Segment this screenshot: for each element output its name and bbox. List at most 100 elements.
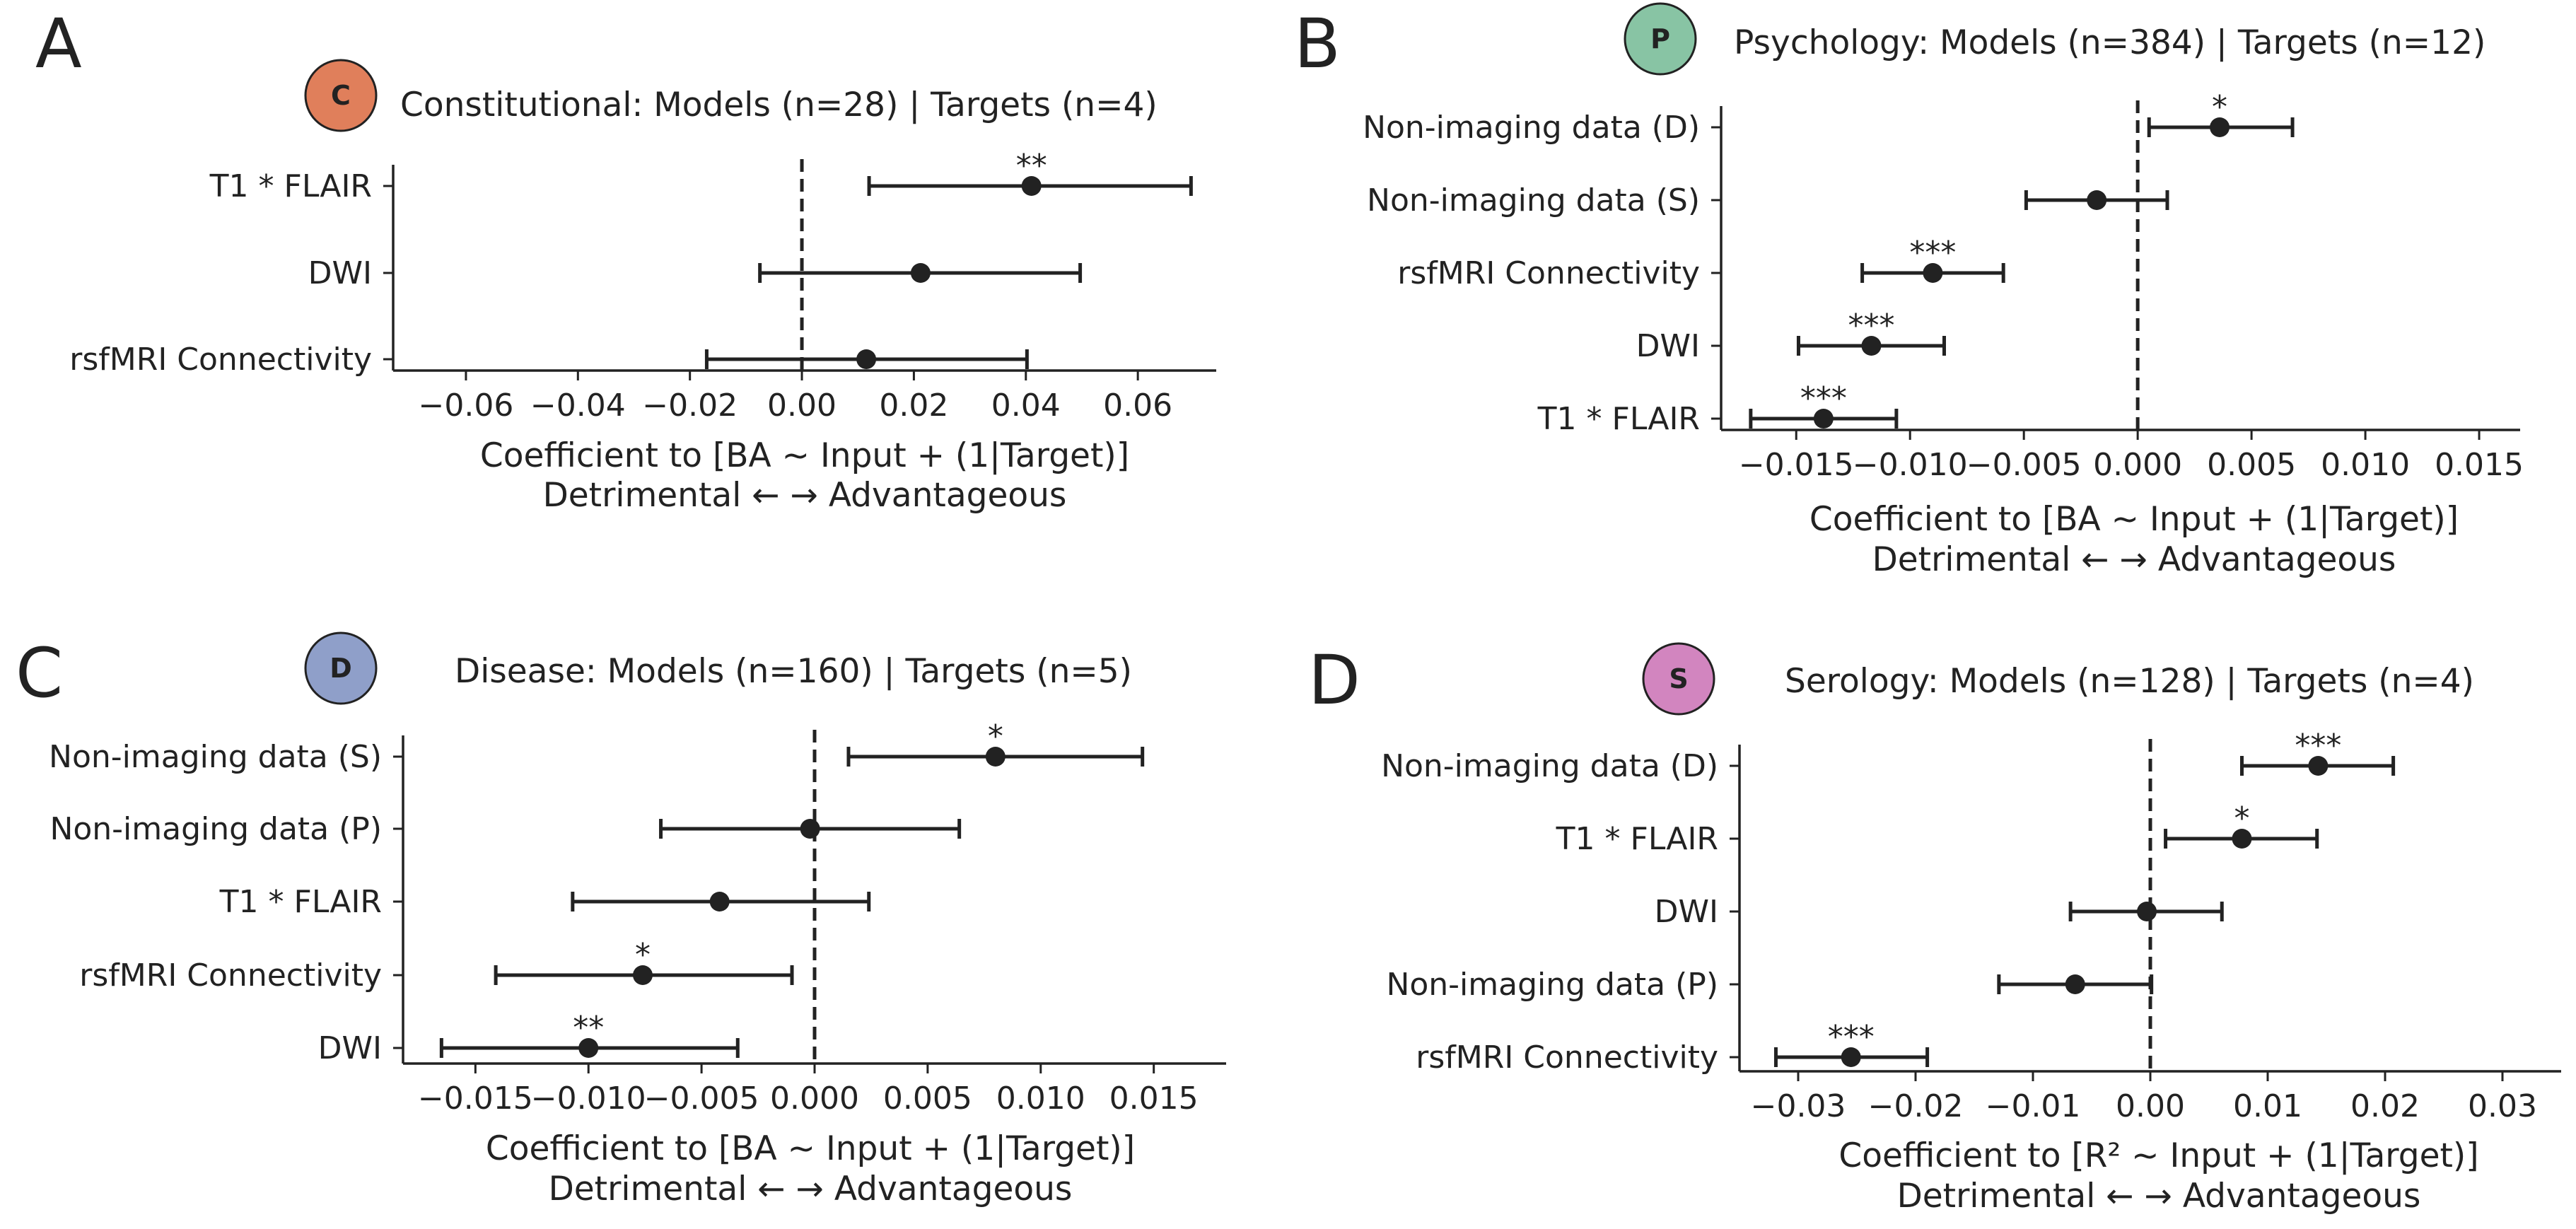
x-tick-label: −0.005 [1966,447,2082,483]
x-axis-direction-label: Detrimental ← → Advantageous [1897,1177,2421,1216]
significance-marker: * [2234,800,2249,837]
category-label: Non-imaging data (S) [1367,182,1700,219]
x-tick-label: 0.000 [770,1081,859,1117]
category-label: rsfMRI Connectivity [79,957,382,994]
x-tick-label: 0.015 [2435,447,2524,483]
x-tick-label: 0.005 [2207,447,2296,483]
coefficient-point [985,747,1006,767]
x-tick-label: −0.02 [1868,1088,1964,1124]
coefficient-point [1841,1047,1861,1067]
coefficient-point [800,819,820,839]
category-label: Non-imaging data (P) [49,811,382,847]
significance-marker: * [2212,89,2227,125]
category-label: rsfMRI Connectivity [1397,255,1700,291]
category-label: rsfMRI Connectivity [1416,1039,1718,1076]
significance-marker: * [635,937,651,973]
coefficient-point [1021,176,1042,196]
significance-marker: *** [1800,380,1847,417]
x-tick-label: −0.02 [642,388,738,424]
panel-letter: B [1294,4,1341,83]
x-tick-label: −0.015 [418,1081,533,1117]
category-label: T1 * FLAIR [219,884,382,920]
x-tick-label: 0.000 [2093,447,2182,483]
category-badge-icon [304,59,378,132]
coefficient-point [2210,117,2230,137]
coefficient-point [1861,336,1882,356]
panel-title: Psychology: Models (n=384) | Targets (n=… [1734,23,2485,62]
category-label: DWI [1636,328,1700,364]
x-tick-label: −0.010 [531,1081,646,1117]
category-badge-icon [1624,2,1697,76]
x-axis-direction-label: Detrimental ← → Advantageous [1872,540,2396,579]
x-tick-label: 0.01 [2233,1088,2302,1124]
x-tick-label: −0.06 [419,388,514,424]
category-badge-icon [304,631,378,705]
x-tick-label: 0.015 [1109,1081,1199,1117]
coefficient-point [578,1038,599,1058]
x-tick-label: 0.010 [2321,447,2410,483]
x-tick-label: 0.00 [2116,1088,2185,1124]
category-label: Non-imaging data (S) [49,739,382,775]
category-label: Non-imaging data (P) [1386,967,1718,1003]
category-badge-letter: D [330,653,352,684]
panel-a: A C Constitutional: Models (n=28) | Target… [35,4,1216,515]
panel-letter: D [1308,641,1360,720]
x-tick-label: 0.02 [2350,1088,2420,1124]
x-tick-label: 0.00 [767,388,837,424]
coefficient-point [856,349,877,369]
significance-marker: ** [1016,148,1047,184]
x-tick-label: 0.010 [996,1081,1085,1117]
category-badge-letter: C [331,80,351,111]
significance-marker: ** [573,1010,604,1046]
panel-title: Disease: Models (n=160) | Targets (n=5) [455,652,1132,691]
panel-letter: A [35,4,82,83]
panel-d: D S Serology: Models (n=128) | Targets (n=… [1308,641,2561,1216]
x-tick-label: 0.06 [1103,388,1172,424]
category-label: T1 * FLAIR [1537,401,1700,437]
x-axis-direction-label: Detrimental ← → Advantageous [549,1170,1073,1208]
significance-marker: *** [1848,308,1894,344]
coefficient-point [2308,756,2329,776]
significance-marker: * [988,718,1003,755]
x-axis-label: Coefficient to [R² ~ Input + (1|Target)] [1838,1136,2478,1175]
x-axis-label: Coefficient to [BA ~ Input + (1|Target)] [480,436,1129,475]
x-tick-label: 0.02 [879,388,948,424]
coefficient-point [910,263,931,283]
category-label: DWI [308,255,372,291]
coefficient-point [2087,190,2107,210]
significance-marker: *** [2295,728,2341,764]
x-tick-label: −0.015 [1739,447,1854,483]
x-axis-direction-label: Detrimental ← → Advantageous [543,476,1067,515]
x-tick-label: −0.01 [1986,1088,2081,1124]
x-tick-label: −0.005 [644,1081,759,1117]
x-tick-label: −0.010 [1853,447,1968,483]
coefficient-point [2232,829,2252,849]
category-label: DWI [318,1030,382,1066]
panel-title: Serology: Models (n=128) | Targets (n=4) [1785,662,2474,701]
x-tick-label: 0.03 [2468,1088,2537,1124]
category-label: T1 * FLAIR [209,168,372,204]
x-tick-label: −0.04 [530,388,626,424]
category-badge-letter: S [1669,663,1688,694]
x-axis-label: Coefficient to [BA ~ Input + (1|Target)] [486,1129,1135,1168]
coefficient-point [2065,974,2085,994]
category-label: Non-imaging data (D) [1381,748,1718,784]
x-tick-label: −0.03 [1751,1088,1846,1124]
coefficient-point [632,965,653,985]
x-tick-label: 0.005 [883,1081,972,1117]
panel-letter: C [16,634,63,713]
coefficient-point [2137,902,2157,921]
category-label: T1 * FLAIR [1556,821,1718,857]
coefficient-point [709,892,730,911]
coefficient-point [1813,409,1834,429]
category-label: DWI [1655,894,1718,930]
category-badge-icon [1642,642,1715,716]
category-label: Non-imaging data (D) [1363,110,1700,146]
x-axis-label: Coefficient to [BA ~ Input + (1|Target)] [1809,500,2459,539]
coefficient-point [1923,263,1943,283]
panel-b: B P Psychology: Models (n=384) | Targets (… [1294,2,2524,579]
significance-marker: *** [1828,1019,1875,1055]
x-tick-label: 0.04 [991,388,1061,424]
category-badge-letter: P [1650,23,1670,54]
